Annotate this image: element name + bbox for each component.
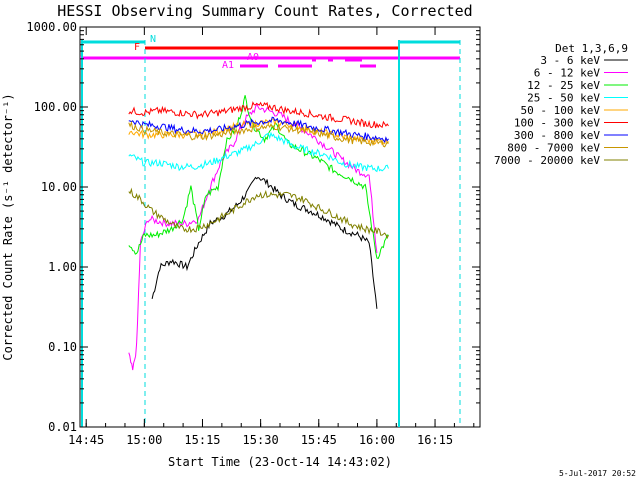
legend-entry-label: 300 - 800 keV (514, 129, 600, 142)
annotation-n: N (150, 34, 156, 45)
y-tick-label: 0.01 (48, 420, 77, 434)
y-tick-label: 10.00 (41, 180, 77, 194)
legend-entry-label: 6 - 12 keV (534, 67, 601, 80)
x-axis: 14:45 15:00 15:15 15:30 15:45 16:00 16:15 (68, 27, 475, 447)
x-tick-label: 15:00 (126, 433, 162, 447)
x-tick-label: 14:45 (68, 433, 104, 447)
x-tick-label: 15:45 (301, 433, 337, 447)
x-tick-label: 15:15 (184, 433, 220, 447)
series-line-1 (128, 102, 378, 371)
legend-entry-label: 12 - 25 keV (527, 79, 600, 92)
legend-entry-label: 3 - 6 keV (540, 54, 600, 67)
legend-entry-label: 800 - 7000 keV (507, 142, 600, 155)
chart-title: HESSI Observing Summary Count Rates, Cor… (57, 2, 472, 20)
series-line-4 (128, 118, 389, 146)
legend-entry-label: 25 - 50 keV (527, 92, 600, 105)
footer-date: 5-Jul-2017 20:52 (559, 469, 636, 478)
series-line-2 (128, 95, 389, 260)
series-line-8 (128, 187, 389, 240)
x-axis-label: Start Time (23-Oct-14 14:43:02) (168, 455, 392, 469)
series-layer (128, 95, 389, 371)
legend-entry-label: 50 - 100 keV (521, 104, 601, 117)
y-tick-label: 1000.00 (26, 20, 77, 34)
plot-frame (79, 26, 481, 428)
x-tick-label: 16:15 (417, 433, 453, 447)
annotation-a0: A0 (247, 52, 259, 63)
annotation-f: F (134, 42, 140, 53)
x-tick-label: 16:00 (359, 433, 395, 447)
series-line-0 (151, 176, 378, 309)
annotation-a1: A1 (222, 60, 234, 71)
series-line-7 (128, 120, 389, 148)
legend-entry-label: 100 - 300 keV (514, 117, 600, 130)
x-tick-label: 15:30 (243, 433, 279, 447)
y-tick-label: 1.00 (48, 260, 77, 274)
legend-title: Det 1,3,6,9 (555, 42, 628, 55)
y-axis: 0.01 0.10 1.00 10.00 100.00 1000.00 (26, 20, 480, 434)
series-line-3 (128, 131, 389, 173)
series-line-5 (128, 101, 389, 129)
y-tick-label: 100.00 (34, 100, 77, 114)
y-tick-label: 0.10 (48, 340, 77, 354)
status-bars: NF A0 A1 (80, 34, 461, 427)
legend-entry-label: 7000 - 20000 keV (494, 154, 600, 167)
y-axis-label: Corrected Count Rate (s⁻¹ detector⁻¹) (1, 93, 15, 360)
series-line-6 (128, 116, 389, 144)
